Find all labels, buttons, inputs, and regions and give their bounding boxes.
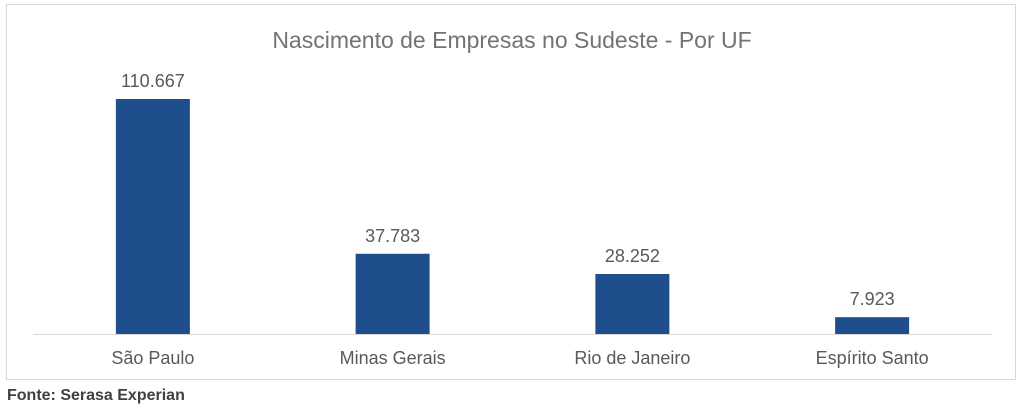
- chart-title: Nascimento de Empresas no Sudeste - Por …: [272, 27, 751, 53]
- category-label: Espírito Santo: [816, 348, 929, 368]
- bar: [115, 99, 190, 334]
- data-label: 110.667: [121, 71, 185, 91]
- chart-frame: Nascimento de Empresas no Sudeste - Por …: [6, 4, 1016, 380]
- bar-chart: Nascimento de Empresas no Sudeste - Por …: [33, 27, 992, 368]
- category-label: São Paulo: [111, 348, 194, 368]
- bar: [835, 317, 910, 334]
- data-label: 37.783: [365, 226, 420, 246]
- data-label: 7.923: [850, 289, 895, 309]
- category-label: Minas Gerais: [340, 348, 446, 368]
- data-label: 28.252: [605, 246, 660, 266]
- bar: [355, 253, 430, 334]
- category-label: Rio de Janeiro: [574, 348, 690, 368]
- source-note: Fonte: Serasa Experian: [7, 387, 185, 404]
- bar: [595, 274, 670, 334]
